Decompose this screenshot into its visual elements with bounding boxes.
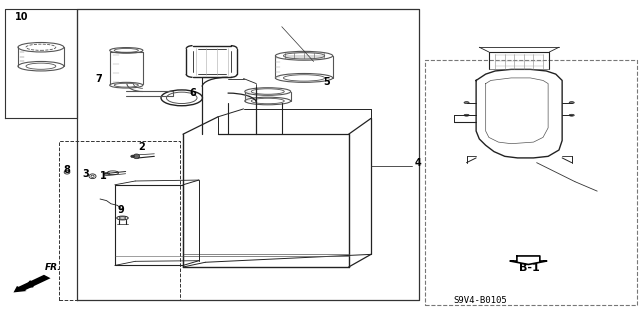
Text: 1: 1 [100, 171, 107, 181]
Ellipse shape [569, 114, 574, 116]
Text: 3: 3 [83, 169, 89, 179]
Text: 10: 10 [15, 12, 29, 22]
FancyArrow shape [13, 275, 51, 293]
Text: 4: 4 [414, 158, 421, 168]
Ellipse shape [133, 154, 140, 159]
Text: 5: 5 [323, 77, 330, 87]
Text: FR.: FR. [45, 263, 61, 272]
Ellipse shape [464, 114, 469, 116]
Ellipse shape [131, 155, 134, 158]
Text: 7: 7 [96, 74, 102, 84]
Text: 9: 9 [117, 205, 124, 215]
Text: B-1: B-1 [519, 263, 540, 273]
Text: S9V4-B0105: S9V4-B0105 [454, 296, 508, 305]
Ellipse shape [569, 102, 574, 104]
Text: 6: 6 [189, 88, 196, 98]
Ellipse shape [464, 102, 469, 104]
Text: 8: 8 [64, 165, 70, 175]
Text: 2: 2 [138, 142, 145, 152]
